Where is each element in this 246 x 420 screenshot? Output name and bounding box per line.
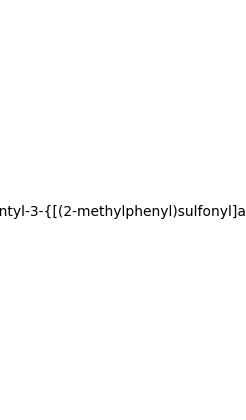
Text: 4-chloro-N-isopentyl-3-{[(2-methylphenyl)sulfonyl]amino}benzamide: 4-chloro-N-isopentyl-3-{[(2-methylphenyl… xyxy=(0,205,246,219)
